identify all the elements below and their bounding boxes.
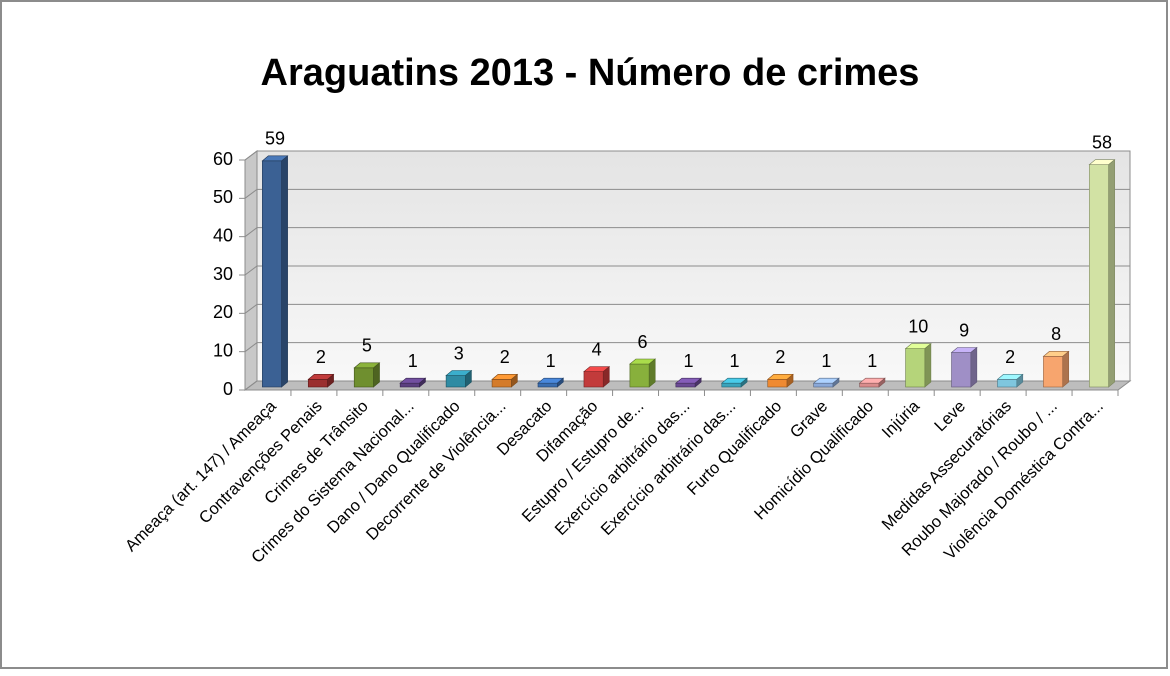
bar-side [465, 369, 472, 388]
bar [904, 343, 932, 388]
bar-front [721, 382, 742, 388]
bar [1088, 159, 1116, 388]
data-label: 2 [775, 347, 785, 367]
bar-side [740, 377, 748, 388]
bar-front [399, 382, 420, 388]
bar [583, 366, 611, 388]
bar-side [511, 373, 518, 388]
y-tick-label: 0 [223, 379, 233, 399]
bar [261, 155, 289, 388]
data-label: 3 [454, 343, 464, 363]
grid-line [244, 227, 1130, 238]
bar [537, 377, 565, 388]
bar [720, 377, 748, 388]
bar-front [262, 160, 282, 388]
data-label: 1 [867, 351, 877, 371]
data-label: 10 [908, 316, 928, 336]
bar-front [1089, 164, 1109, 388]
data-label: 8 [1051, 324, 1061, 344]
bar-front [353, 367, 374, 388]
bar-side [970, 346, 978, 388]
bar-front [951, 352, 972, 388]
bar-front [307, 379, 328, 388]
bar-side [878, 377, 886, 388]
data-label: 1 [546, 351, 556, 371]
bar-front [537, 382, 558, 388]
bar-side [327, 373, 334, 388]
data-label: 59 [265, 129, 285, 149]
data-label: 58 [1092, 132, 1112, 152]
grid-line [244, 303, 1130, 314]
grid-line [244, 265, 1130, 276]
bar-side [1108, 159, 1115, 388]
bar-side [373, 362, 380, 388]
bar-front [491, 379, 512, 388]
grid-line [244, 188, 1130, 199]
bar-front [445, 375, 466, 388]
bar [629, 358, 657, 388]
bar [812, 377, 840, 388]
bar-front [997, 379, 1018, 388]
data-label: 2 [316, 347, 326, 367]
bar-side [1062, 350, 1070, 388]
bar-side [1016, 373, 1024, 388]
data-label: 2 [1005, 347, 1015, 367]
bar-front [675, 382, 696, 388]
bar-side [648, 358, 656, 388]
bar-side [786, 373, 794, 388]
bar-side [924, 343, 932, 388]
chart-title: Araguatins 2013 - Número de crimes [261, 52, 920, 94]
data-label: 4 [592, 339, 602, 359]
bar [1042, 350, 1070, 388]
bar-front [813, 382, 834, 388]
data-label: 1 [683, 351, 693, 371]
bar-side [419, 377, 426, 388]
data-label: 6 [638, 332, 648, 352]
bar-front [583, 371, 604, 388]
bar [445, 369, 473, 388]
bar-side [281, 155, 288, 388]
bar-front [629, 363, 650, 388]
grid-line [244, 150, 1130, 161]
y-tick-label: 30 [213, 264, 233, 284]
bar [996, 373, 1024, 388]
grid-line [244, 342, 1130, 353]
bar-front [859, 382, 880, 388]
data-label: 2 [500, 347, 510, 367]
bar-side [602, 366, 610, 388]
bar [491, 373, 519, 388]
bar [858, 377, 886, 388]
bar-front [905, 348, 926, 388]
y-tick-label: 60 [213, 149, 233, 169]
bar [766, 373, 794, 388]
data-label: 1 [408, 351, 418, 371]
data-label: 1 [821, 351, 831, 371]
bar [307, 373, 335, 388]
bar-side [557, 377, 564, 388]
bar-front [767, 379, 788, 388]
bar [675, 377, 702, 388]
y-tick-label: 50 [213, 187, 233, 207]
bar [353, 362, 381, 388]
data-label: 5 [362, 336, 372, 356]
data-label: 1 [729, 351, 739, 371]
data-label: 9 [959, 320, 969, 340]
bar [399, 377, 427, 388]
y-tick-label: 20 [213, 302, 233, 322]
bar-side [694, 377, 702, 388]
bar [950, 346, 978, 388]
bar-side [832, 377, 840, 388]
bar-front [1043, 356, 1064, 388]
y-tick-label: 40 [213, 225, 233, 245]
y-tick-label: 10 [213, 340, 233, 360]
